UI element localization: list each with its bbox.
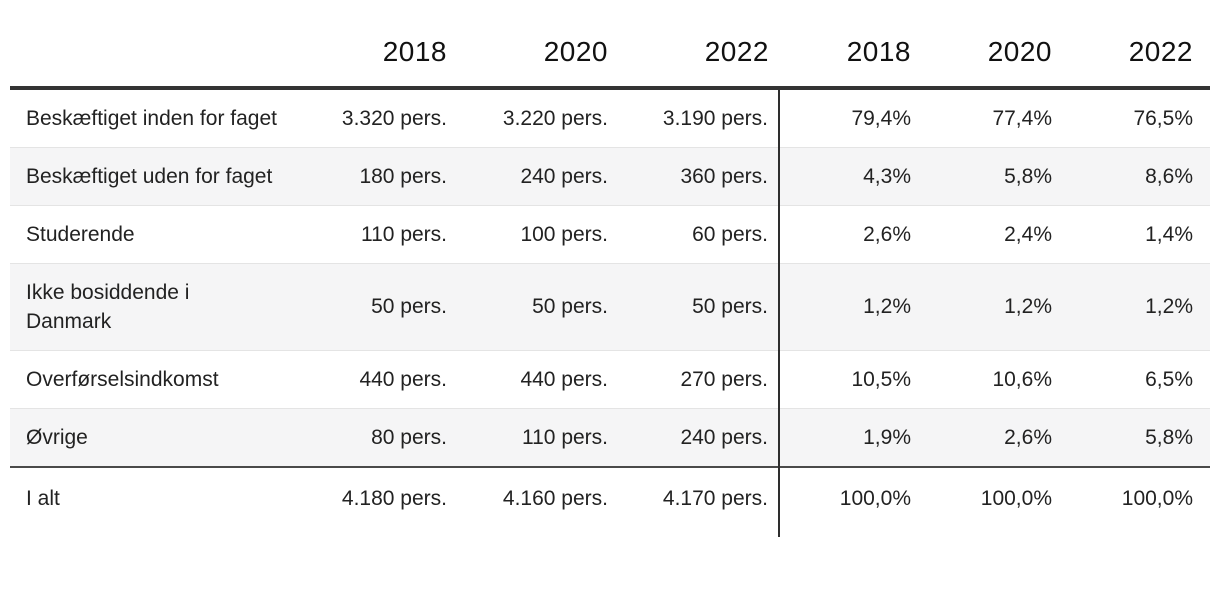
corner-cell [10,0,310,90]
row-label-cell: Beskæftiget uden for faget [10,147,310,206]
persons-value-cell: 4.160 pers. [457,466,618,537]
percent-value-cell: 6,5% [1062,350,1210,409]
percent-value-cell: 2,6% [779,205,921,264]
persons-value-cell: 60 pers. [618,205,780,264]
persons-value-cell: 440 pers. [310,350,457,409]
percent-value-cell: 1,2% [1062,263,1210,351]
persons-value-cell: 50 pers. [457,263,618,351]
row-label-cell: Studerende [10,205,310,264]
persons-value-cell: 3.190 pers. [618,88,780,148]
percent-value-cell: 100,0% [779,466,921,537]
row-label-cell: Beskæftiget inden for faget [10,88,310,148]
persons-value-cell: 4.180 pers. [310,466,457,537]
persons-value-cell: 360 pers. [618,147,780,206]
row-label-cell: I alt [10,466,310,537]
header-pers-2020: 2020 [457,0,618,90]
table-header: 2018 2020 2022 2018 2020 2022 [10,0,1210,90]
persons-value-cell: 50 pers. [310,263,457,351]
persons-value-cell: 270 pers. [618,350,780,409]
percent-value-cell: 4,3% [779,147,921,206]
percent-value-cell: 1,4% [1062,205,1210,264]
percent-value-cell: 8,6% [1062,147,1210,206]
table-row: Studerende 110 pers. 100 pers. 60 pers. 2,6%… [10,205,1210,264]
header-pct-2022: 2022 [1062,0,1210,90]
percent-value-cell: 10,5% [779,350,921,409]
persons-value-cell: 100 pers. [457,205,618,264]
employment-status-table: 2018 2020 2022 2018 2020 2022 Beskæftige… [10,0,1210,537]
row-label: Øvrige [26,426,88,449]
persons-value-cell: 110 pers. [310,205,457,264]
row-label-cell: Overførselsindkomst [10,350,310,409]
row-label-cell: Øvrige [10,408,310,467]
percent-value-cell: 2,6% [921,408,1062,467]
percent-value-cell: 5,8% [1062,408,1210,467]
percent-value-cell: 100,0% [1062,466,1210,537]
persons-value-cell: 3.320 pers. [341,106,447,130]
row-label: I alt [26,487,60,510]
table-row: Beskæftiget uden for faget 180 pers. 240 p… [10,147,1210,206]
percent-value-cell: 1,2% [779,263,921,351]
persons-value-cell: 240 pers. [618,408,780,467]
percent-value-cell: 1,2% [921,263,1062,351]
percent-value-cell: 100,0% [921,466,1062,537]
table-row: Beskæftiget inden for faget 3.320 pers. 3.… [10,88,1210,148]
table-row: Ikke bosiddende i Danmark 50 pers. 50 pers… [10,263,1210,351]
persons-value-cell: 3.220 pers. [502,106,608,130]
header-pct-2020: 2020 [921,0,1062,90]
header-pct-2018: 2018 [779,0,921,90]
percent-value-cell: 10,6% [921,350,1062,409]
header-pers-2022: 2022 [618,0,779,90]
row-label-cell: Ikke bosiddende i Danmark [10,263,310,351]
persons-value-cell: 440 pers. [457,350,618,409]
row-label: Beskæftiget uden for faget [26,165,273,188]
percent-value-cell: 79,4% [851,106,911,130]
percent-value-cell: 5,8% [921,147,1062,206]
persons-value-cell: 110 pers. [457,408,618,467]
table-row: Overførselsindkomst 440 pers. 440 pers. 270… [10,350,1210,409]
percent-value-cell: 77,4% [992,106,1052,130]
percent-value-cell: 2,4% [921,205,1062,264]
persons-value-cell: 4.170 pers. [618,466,780,537]
persons-value-cell: 240 pers. [457,147,618,206]
persons-value-cell: 180 pers. [310,147,457,206]
percent-value-cell: 1,9% [779,408,921,467]
table-total-row: I alt 4.180 pers. 4.160 pers. 4.170 pers. 10… [10,466,1210,537]
percent-value-cell: 76,5% [1133,106,1193,130]
row-label: Beskæftiget inden for faget [26,107,277,130]
header-pers-2018: 2018 [310,0,457,90]
persons-value-cell: 50 pers. [618,263,780,351]
row-label: Studerende [26,223,135,246]
header-row: 2018 2020 2022 2018 2020 2022 [10,0,1210,90]
table-body: Beskæftiget inden for faget 3.320 pers. 3.… [10,88,1210,537]
row-label: Ikke bosiddende i Danmark [26,281,190,333]
row-label: Overførselsindkomst [26,368,219,391]
persons-value-cell: 80 pers. [310,408,457,467]
table-row: Øvrige 80 pers. 110 pers. 240 pers. 1,9% 2,6%… [10,408,1210,467]
